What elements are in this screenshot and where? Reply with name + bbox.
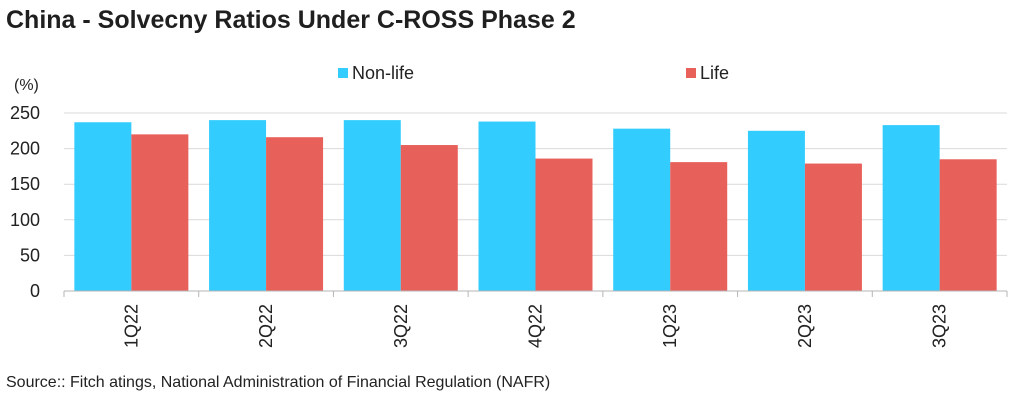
bar-non-life — [209, 120, 267, 292]
y-tick-label: 100 — [10, 210, 40, 230]
legend-swatch — [686, 68, 696, 78]
y-axis-unit-label: (%) — [14, 77, 39, 94]
x-tick-label: 4Q22 — [526, 304, 546, 348]
y-tick-label: 250 — [10, 103, 40, 123]
chart-title: China - Solvecny Ratios Under C-ROSS Pha… — [6, 6, 576, 34]
bar-non-life — [882, 125, 940, 291]
legend-label: Non-life — [352, 63, 414, 83]
x-tick-label: 2Q22 — [256, 304, 276, 348]
bar-life — [535, 158, 593, 291]
x-axis: 1Q22 2Q22 3Q22 4Q22 1Q23 2Q23 3Q23 — [63, 290, 1008, 348]
legend-item: Life — [686, 63, 729, 83]
bar-non-life — [74, 122, 132, 291]
bar-life — [266, 137, 324, 291]
bars — [74, 120, 997, 292]
bar-chart: (%) Non-life Life 0 50 100 150 200 250 1Q22 2Q… — [10, 63, 1008, 348]
y-tick-label: 150 — [10, 174, 40, 194]
legend-label: Life — [700, 63, 729, 83]
legend: Non-life Life — [338, 63, 729, 83]
bar-life — [670, 162, 728, 291]
source-note: Source:: Fitch atings, National Administ… — [6, 374, 551, 391]
x-tick-label: 1Q22 — [121, 304, 141, 348]
bar-non-life — [343, 120, 401, 292]
y-axis-ticks: 0 50 100 150 200 250 — [10, 103, 40, 301]
bar-life — [131, 134, 189, 291]
bar-life — [804, 163, 862, 291]
x-tick-label: 3Q23 — [930, 304, 950, 348]
bar-non-life — [747, 130, 805, 291]
bar-life — [939, 159, 997, 291]
y-tick-label: 0 — [30, 281, 40, 301]
legend-swatch — [338, 68, 348, 78]
y-tick-label: 200 — [10, 139, 40, 159]
bar-life — [400, 145, 458, 291]
x-tick-label: 3Q22 — [391, 304, 411, 348]
x-tick-label: 2Q23 — [795, 304, 815, 348]
x-tick-label: 1Q23 — [660, 304, 680, 348]
bar-non-life — [613, 128, 671, 291]
legend-item: Non-life — [338, 63, 414, 83]
bar-non-life — [478, 121, 536, 291]
y-tick-label: 50 — [20, 245, 40, 265]
